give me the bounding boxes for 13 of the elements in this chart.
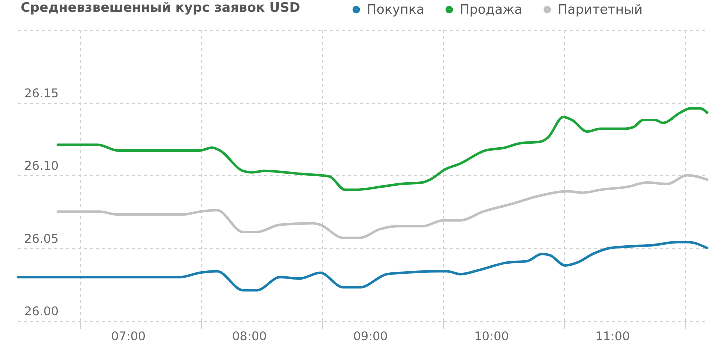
y-tick-label: 26.15 [24, 86, 59, 100]
x-tick-label: 08:00 [232, 330, 268, 344]
x-tick-label: 09:00 [353, 330, 388, 344]
legend-label: Покупка [367, 2, 425, 18]
y-tick-label: 26.05 [24, 232, 59, 246]
legend-label: Паритетный [558, 2, 643, 18]
y-tick-label: 26.10 [24, 159, 59, 173]
chart-title: Средневзвешенный курс заявок USD [20, 1, 301, 16]
legend-label: Продажа [460, 2, 523, 18]
x-tick-label: 07:00 [111, 330, 146, 344]
x-tick-label: 10:00 [474, 330, 510, 344]
x-tick-label: 11:00 [596, 330, 630, 344]
y-tick-label: 26.00 [24, 304, 59, 318]
